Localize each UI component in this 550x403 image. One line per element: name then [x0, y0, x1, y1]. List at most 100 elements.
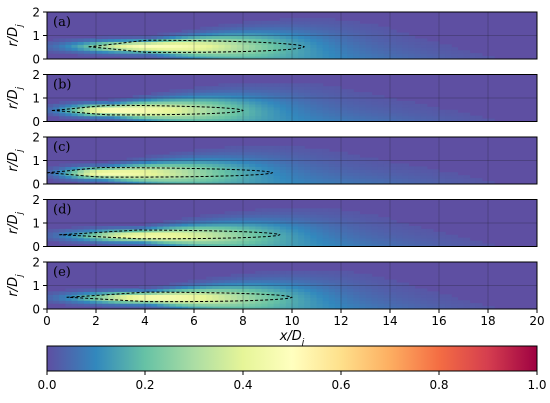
heatmap-cell	[383, 237, 391, 242]
heatmap-cell	[402, 118, 409, 122]
heatmap-cell	[249, 169, 256, 173]
heatmap-cell	[304, 217, 311, 221]
heatmap-cell	[187, 35, 195, 40]
heatmap-cell	[71, 288, 79, 292]
heatmap-cell	[169, 172, 177, 176]
heatmap-cell	[316, 154, 324, 159]
heatmap-cell	[218, 151, 226, 156]
heatmap-cell	[145, 291, 152, 295]
heatmap-cell	[145, 288, 152, 292]
heatmap-cell	[420, 300, 428, 304]
heatmap-cell	[279, 169, 287, 173]
heatmap-cell	[212, 240, 220, 245]
heatmap-cell	[77, 240, 85, 245]
heatmap-cell	[138, 291, 146, 295]
heatmap-cell	[334, 240, 342, 245]
heatmap-cell	[420, 231, 428, 236]
heatmap-cell	[261, 20, 269, 25]
heatmap-cell	[230, 160, 238, 165]
heatmap-cell	[96, 231, 103, 236]
heatmap-cell	[77, 291, 85, 295]
heatmap-cell	[126, 234, 134, 239]
heatmap-cell	[83, 112, 91, 117]
heatmap-cell	[102, 35, 109, 40]
heatmap-cell	[96, 172, 103, 176]
heatmap-cell	[475, 53, 483, 57]
heatmap-cell	[157, 106, 164, 111]
heatmap-cell	[108, 181, 115, 184]
heatmap-cell	[243, 276, 250, 281]
heatmap-cell	[359, 169, 367, 173]
heatmap-cell	[206, 172, 213, 176]
heatmap-cell	[371, 109, 379, 114]
heatmap-cell	[138, 160, 146, 165]
x-tick-label: 12	[333, 314, 348, 328]
heatmap-cell	[47, 297, 54, 301]
heatmap-cell	[377, 118, 385, 122]
heatmap-cell	[224, 214, 232, 218]
heatmap-cell	[163, 115, 171, 120]
heatmap-cell	[157, 237, 164, 242]
heatmap-cell	[322, 95, 330, 99]
heatmap-cell	[255, 270, 262, 275]
heatmap-cell	[383, 163, 391, 167]
heatmap-cell	[89, 53, 97, 57]
heatmap-cell	[328, 217, 336, 221]
contour-line	[47, 167, 274, 178]
heatmap-cell	[108, 240, 115, 245]
heatmap-cell	[316, 276, 324, 281]
heatmap-cell	[328, 100, 336, 105]
heatmap-cell	[236, 32, 244, 37]
heatmap-cell	[206, 166, 213, 170]
heatmap-cell	[285, 303, 293, 307]
heatmap-cell	[322, 17, 330, 22]
heatmap-cell	[132, 103, 140, 108]
heatmap-cell	[463, 178, 471, 182]
heatmap-cell	[353, 92, 360, 96]
heatmap-cell	[181, 220, 189, 224]
heatmap-cell	[230, 95, 238, 99]
heatmap-cell	[120, 225, 128, 230]
heatmap-cell	[316, 23, 324, 28]
heatmap-cell	[285, 288, 293, 292]
heatmap-cell	[71, 166, 79, 170]
heatmap-cell	[445, 56, 452, 59]
heatmap-cell	[371, 285, 379, 290]
heatmap-cell	[132, 95, 140, 99]
heatmap-cell	[341, 100, 348, 105]
heatmap-cell	[298, 273, 305, 278]
heatmap-cell	[328, 181, 336, 184]
heatmap-cell	[414, 178, 422, 182]
heatmap-cell	[249, 98, 256, 102]
heatmap-cell	[353, 231, 360, 236]
heatmap-cell	[157, 294, 164, 298]
heatmap-cell	[230, 35, 238, 40]
heatmap-cell	[126, 109, 134, 114]
heatmap-cell	[89, 109, 97, 114]
heatmap-cell	[365, 92, 373, 96]
heatmap-cell	[279, 211, 287, 215]
heatmap-cell	[316, 32, 324, 37]
heatmap-cell	[371, 163, 379, 167]
heatmap-cell	[255, 300, 262, 304]
heatmap-cell	[298, 163, 305, 167]
heatmap-cell	[255, 26, 262, 31]
heatmap-cell	[96, 240, 103, 245]
heatmap-cell	[187, 166, 195, 170]
heatmap-cell	[310, 225, 318, 230]
heatmap-cell	[463, 56, 471, 59]
heatmap-cell	[396, 243, 403, 247]
heatmap-cell	[187, 285, 195, 290]
heatmap-cell	[206, 154, 213, 159]
heatmap-cell	[175, 181, 183, 184]
heatmap-cell	[292, 217, 299, 221]
heatmap-cell	[267, 220, 275, 224]
heatmap-cell	[163, 160, 171, 165]
heatmap-cell	[200, 26, 207, 31]
heatmap-cell	[114, 98, 122, 102]
heatmap-cell	[151, 223, 158, 227]
heatmap-cell	[157, 240, 164, 245]
heatmap-cell	[163, 169, 171, 173]
heatmap-cell	[108, 294, 115, 298]
heatmap-cell	[187, 53, 195, 57]
